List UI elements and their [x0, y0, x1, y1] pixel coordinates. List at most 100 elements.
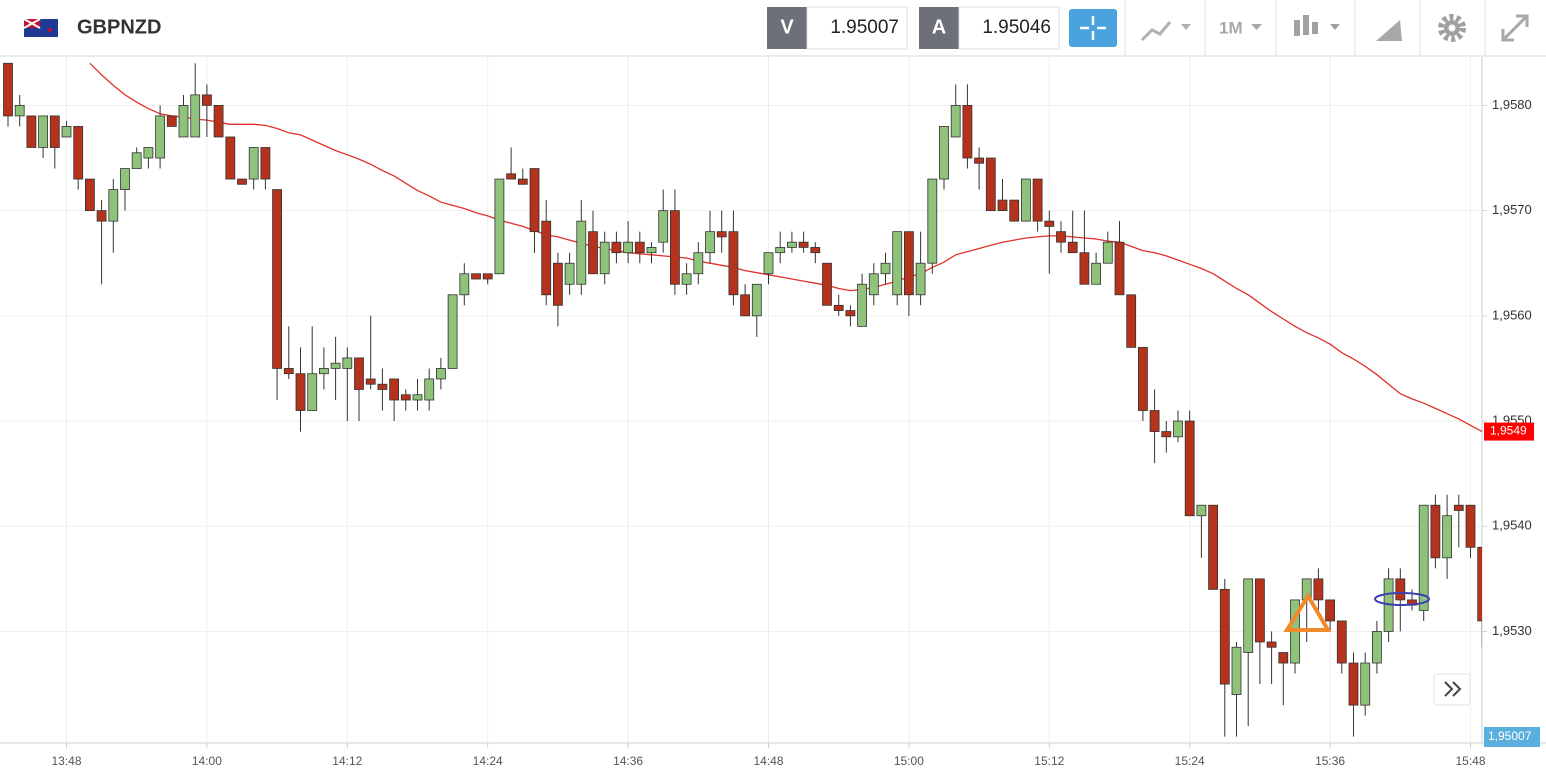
x-tick-label: 15:36 [1315, 754, 1345, 768]
candle-body [1044, 220, 1055, 227]
candle-body [775, 247, 786, 254]
candle-body [974, 157, 984, 164]
candle-body [471, 273, 481, 280]
candle-body [1395, 578, 1406, 601]
ask-label: A [932, 16, 946, 38]
candle-body [1161, 431, 1172, 438]
candle-body [435, 368, 446, 380]
candle-body [728, 231, 739, 296]
timeframe-button[interactable]: 1M [1219, 18, 1262, 37]
x-tick-label: 15:24 [1175, 754, 1205, 768]
candle-body [3, 62, 13, 117]
x-tick-label: 15:00 [894, 754, 924, 768]
candle-body [1126, 294, 1137, 348]
candle-body [1278, 652, 1289, 664]
candle-body [857, 283, 867, 327]
fullscreen-button[interactable] [1501, 14, 1529, 42]
candle-body [108, 189, 119, 222]
candle-body [354, 357, 364, 390]
candle-body [1325, 599, 1335, 622]
candle-body [1266, 641, 1277, 648]
candle-body [716, 231, 727, 238]
candle-body [166, 115, 177, 127]
candle-body [412, 394, 423, 401]
candle-body [482, 273, 493, 280]
candle-body [120, 168, 130, 190]
crosshair-icon [1080, 16, 1106, 40]
chart-type-button[interactable] [1140, 21, 1191, 42]
ellipse-annotation [1374, 592, 1430, 606]
candle-body [85, 178, 95, 212]
candle-body [237, 178, 247, 185]
candle-body [330, 362, 341, 369]
settings-button[interactable] [1438, 14, 1466, 42]
candle-body [26, 115, 37, 148]
candle-body [1196, 504, 1207, 517]
candle-body [693, 252, 704, 275]
candle-body [1138, 346, 1148, 411]
candle-body [307, 373, 318, 411]
candle-body [365, 378, 376, 385]
candle-body [553, 262, 563, 306]
candle-body [506, 173, 517, 180]
candle-body [248, 147, 259, 180]
candle-body [283, 368, 294, 375]
candle-body [576, 220, 587, 285]
candle-body [1442, 515, 1452, 559]
candle-body [225, 136, 236, 180]
draw-tool-button[interactable] [1376, 20, 1402, 41]
ask-box [958, 6, 1060, 50]
bid-box [806, 6, 908, 50]
x-tick-label: 15:48 [1455, 754, 1485, 768]
candle-body [1477, 546, 1482, 622]
candle-body [1056, 231, 1066, 243]
candle-body [1219, 588, 1230, 685]
candle-body [190, 94, 201, 138]
candle-body [1453, 504, 1464, 511]
candle-body [740, 294, 750, 317]
y-tick-label: 1,9570 [1492, 202, 1532, 217]
candle-body [295, 373, 306, 411]
y-tick-label: 1,9560 [1492, 307, 1532, 322]
candle-body [915, 262, 926, 296]
candle-body [1091, 262, 1101, 285]
candle-style-button[interactable] [1294, 15, 1340, 36]
crosshair-button[interactable] [1069, 9, 1117, 47]
candle-body [1173, 420, 1183, 438]
candle-body [14, 104, 25, 117]
candle-body [939, 126, 949, 180]
candle-body [73, 126, 84, 180]
candle-body [318, 368, 329, 375]
candle-body [201, 94, 212, 106]
plot-area [3, 62, 1482, 737]
candle-body [599, 241, 610, 275]
candle-body [155, 115, 166, 159]
candle-body [447, 294, 458, 369]
candle-body [213, 104, 224, 138]
candle-body [1418, 504, 1429, 611]
candle-body [880, 262, 891, 275]
x-tick-label: 13:48 [51, 754, 81, 768]
last-price-label: 1,95007 [1488, 729, 1532, 743]
x-tick-label: 15:12 [1034, 754, 1064, 768]
candle-body [927, 178, 938, 264]
ma-value-tag [1484, 422, 1534, 441]
ask-badge [919, 7, 959, 49]
ma-value-label: 1,9549 [1490, 424, 1527, 438]
candle-body [681, 273, 692, 285]
candle-body [377, 383, 388, 390]
candle-body [634, 241, 645, 254]
bid-price: 1.95007 [830, 17, 899, 38]
candle-body [670, 210, 680, 285]
candle-body [1102, 241, 1113, 264]
candle-body [1360, 662, 1371, 706]
flag-icon [23, 18, 58, 37]
candle-body [1184, 420, 1195, 517]
axes: 1,95301,95401,95501,95601,95701,958013:4… [51, 97, 1540, 768]
candle-body [178, 104, 189, 138]
candle-body [494, 178, 505, 275]
candle-body [400, 394, 411, 401]
y-tick-label: 1,9540 [1492, 518, 1532, 533]
candle-body [611, 241, 622, 254]
candle-body [1114, 241, 1125, 296]
